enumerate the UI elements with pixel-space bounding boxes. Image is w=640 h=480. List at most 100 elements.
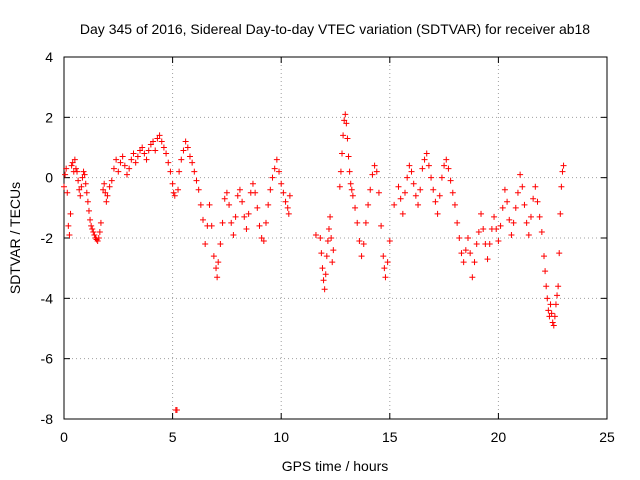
data-point bbox=[319, 265, 326, 272]
data-point bbox=[132, 159, 139, 166]
data-point bbox=[115, 168, 122, 175]
data-point bbox=[558, 183, 565, 190]
data-point bbox=[243, 225, 250, 232]
data-point bbox=[320, 277, 327, 284]
data-point bbox=[228, 219, 235, 226]
data-point bbox=[462, 247, 469, 254]
data-point bbox=[438, 174, 445, 181]
data-point bbox=[486, 241, 493, 248]
y-tick-label: -2 bbox=[41, 230, 54, 246]
data-point bbox=[552, 301, 559, 308]
data-point bbox=[191, 168, 198, 175]
data-point bbox=[506, 216, 513, 223]
data-point bbox=[260, 238, 267, 245]
data-point bbox=[63, 165, 70, 172]
data-point bbox=[554, 292, 561, 299]
data-point bbox=[197, 201, 204, 208]
data-point bbox=[82, 180, 89, 187]
data-point bbox=[102, 189, 109, 196]
data-points bbox=[61, 111, 567, 413]
data-point bbox=[501, 186, 508, 193]
data-point bbox=[239, 198, 246, 205]
data-point bbox=[200, 216, 207, 223]
data-point bbox=[80, 168, 87, 175]
data-point bbox=[160, 144, 167, 151]
data-point bbox=[254, 204, 261, 211]
data-point bbox=[267, 186, 274, 193]
data-point bbox=[495, 238, 502, 245]
data-point bbox=[176, 168, 183, 175]
data-point bbox=[182, 138, 189, 145]
data-point bbox=[117, 159, 124, 166]
data-point bbox=[143, 156, 150, 163]
data-point bbox=[96, 228, 103, 235]
data-point bbox=[213, 265, 220, 272]
data-point bbox=[406, 162, 413, 169]
data-point bbox=[344, 135, 351, 142]
data-point bbox=[475, 228, 482, 235]
data-point bbox=[544, 295, 551, 302]
data-point bbox=[126, 165, 133, 172]
data-point bbox=[87, 216, 94, 223]
data-point bbox=[423, 150, 430, 157]
data-point bbox=[83, 189, 90, 196]
data-point bbox=[541, 253, 548, 260]
data-point bbox=[77, 192, 84, 199]
data-point bbox=[380, 253, 387, 260]
chart-title: Day 345 of 2016, Sidereal Day-to-day VTE… bbox=[80, 21, 590, 37]
data-point bbox=[189, 159, 196, 166]
data-point bbox=[349, 192, 356, 199]
data-point bbox=[252, 189, 259, 196]
data-point bbox=[110, 165, 117, 172]
data-point bbox=[145, 147, 152, 154]
data-point bbox=[324, 238, 331, 245]
data-point bbox=[210, 253, 217, 260]
data-point bbox=[508, 231, 515, 238]
data-point bbox=[67, 210, 74, 217]
data-point bbox=[318, 250, 325, 257]
data-point bbox=[241, 213, 248, 220]
data-point bbox=[512, 204, 519, 211]
x-tick-label: 5 bbox=[169, 429, 177, 445]
data-point bbox=[425, 162, 432, 169]
data-point bbox=[527, 213, 534, 220]
data-point bbox=[154, 135, 161, 142]
data-point bbox=[101, 180, 108, 187]
x-tick-label: 10 bbox=[273, 429, 289, 445]
data-point bbox=[441, 162, 448, 169]
data-point bbox=[560, 162, 567, 169]
data-point bbox=[180, 147, 187, 154]
data-point bbox=[421, 156, 428, 163]
grid bbox=[64, 57, 607, 419]
data-point bbox=[195, 186, 202, 193]
data-point bbox=[555, 283, 562, 290]
data-point bbox=[328, 235, 335, 241]
data-point bbox=[548, 310, 555, 317]
data-point bbox=[137, 147, 144, 154]
data-point bbox=[419, 165, 426, 172]
data-point bbox=[464, 235, 471, 241]
data-point bbox=[232, 213, 239, 220]
data-point bbox=[100, 186, 107, 193]
data-point bbox=[519, 183, 526, 190]
data-point bbox=[90, 228, 97, 235]
data-point bbox=[551, 313, 558, 320]
data-point bbox=[121, 162, 128, 169]
data-point bbox=[391, 201, 398, 208]
data-point bbox=[543, 283, 550, 290]
data-point bbox=[278, 180, 285, 187]
data-point bbox=[404, 174, 411, 181]
tick-labels: 0 5 10 15 20 25 -8 -6 -4 -2 0 2 4 bbox=[41, 49, 615, 445]
data-point bbox=[103, 198, 110, 205]
data-point bbox=[280, 189, 287, 196]
data-point bbox=[97, 219, 104, 226]
data-point bbox=[371, 162, 378, 169]
data-point bbox=[184, 144, 191, 151]
data-point bbox=[428, 174, 435, 181]
data-point bbox=[221, 195, 228, 202]
data-point bbox=[147, 141, 154, 148]
data-point bbox=[556, 250, 563, 257]
data-point bbox=[549, 319, 556, 326]
data-point bbox=[256, 222, 263, 229]
